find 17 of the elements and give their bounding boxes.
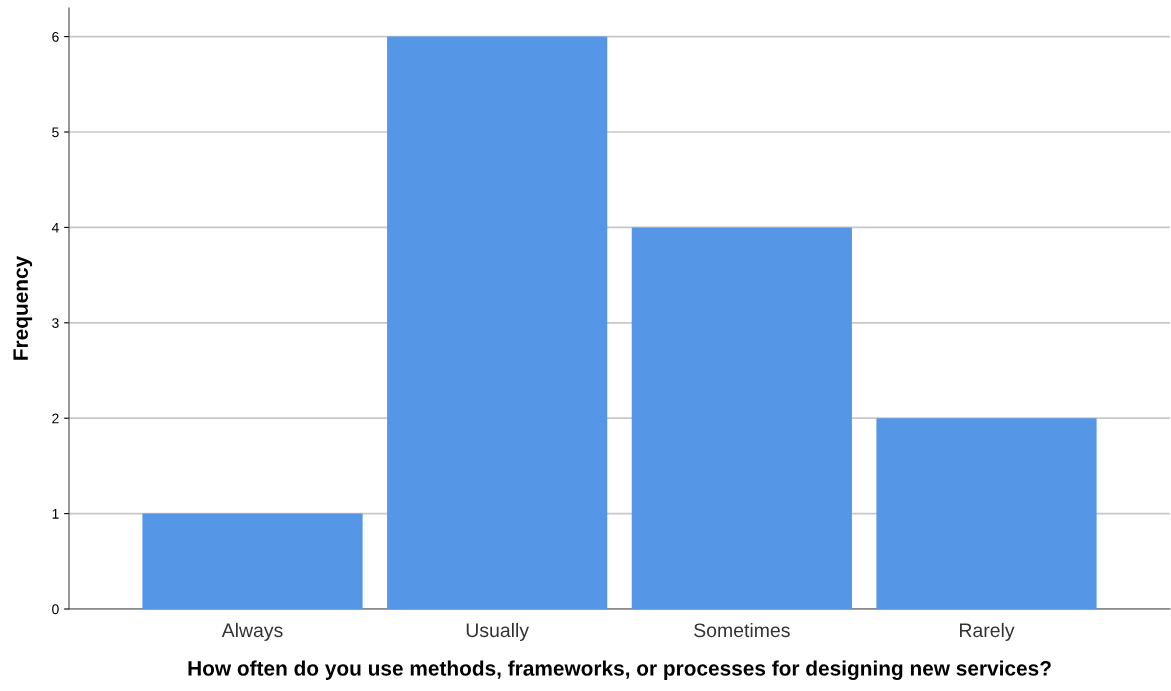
x-tick-label: Usually [466, 622, 530, 642]
bar [876, 418, 1097, 609]
y-tick-label: 1 [52, 509, 59, 519]
x-axis-title: How often do you use methods, frameworks, or processes for designing new services? [188, 660, 1051, 680]
bar [387, 36, 608, 609]
x-tick-label: Sometimes [694, 622, 790, 638]
x-tick-label: Always [221, 622, 283, 642]
y-tick-label: 5 [52, 127, 59, 138]
y-tick-label: 3 [52, 318, 59, 328]
y-tick-label: 6 [52, 31, 59, 42]
bar [631, 227, 852, 609]
y-tick-label: 2 [52, 413, 59, 424]
y-axis-title: Frequency [13, 255, 33, 360]
y-tick-label: 0 [52, 604, 59, 615]
bar [142, 513, 363, 609]
y-tick-label: 4 [51, 222, 59, 233]
x-tick-label: Rarely [960, 622, 1015, 642]
